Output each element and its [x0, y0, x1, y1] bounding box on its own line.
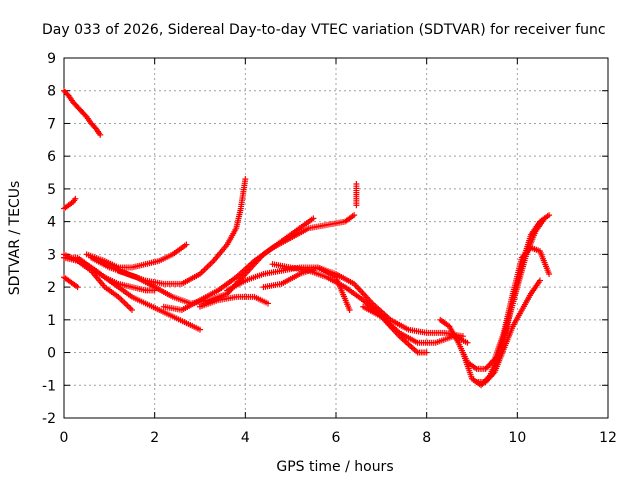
- y-tick-label: 9: [47, 51, 56, 67]
- series-arc3: [61, 274, 81, 291]
- series-arc7: [83, 241, 190, 271]
- data-point: [353, 181, 360, 187]
- x-axis-label: GPS time / hours: [276, 459, 393, 475]
- y-tick-label: 7: [47, 116, 56, 132]
- y-tick-label: 0: [47, 346, 56, 362]
- series-arc8: [88, 176, 249, 287]
- data-point: [346, 307, 353, 313]
- x-tick-label: 6: [332, 430, 341, 446]
- data-point: [310, 215, 317, 222]
- y-tick-label: 1: [47, 313, 56, 329]
- y-tick-label: 2: [47, 280, 56, 296]
- data-point: [129, 307, 135, 313]
- series-arc2: [61, 195, 79, 212]
- y-tick-label: -1: [42, 378, 56, 394]
- data-point: [351, 212, 358, 219]
- series-arc10: [160, 212, 358, 313]
- y-tick-label: -2: [42, 411, 56, 427]
- x-tick-label: 8: [422, 430, 431, 446]
- y-axis-label: SDTVAR / TECUs: [7, 181, 23, 296]
- series-arc1: [61, 87, 104, 138]
- y-tick-label: 4: [47, 215, 56, 231]
- data-point: [546, 271, 553, 277]
- data-point: [72, 195, 79, 202]
- series-arc11: [197, 293, 271, 310]
- data-point: [183, 241, 190, 248]
- data-point: [74, 284, 81, 291]
- data-point: [423, 349, 430, 356]
- grid-lines: [64, 58, 608, 418]
- series-arc20: [491, 215, 548, 369]
- data-point: [242, 176, 249, 183]
- x-tick-label: 4: [241, 430, 250, 446]
- data-point: [97, 131, 104, 138]
- x-tick-label: 12: [599, 430, 617, 446]
- data-point: [197, 326, 203, 333]
- data-point: [265, 300, 271, 307]
- series-arc16: [360, 303, 430, 356]
- series-arc18: [459, 212, 553, 389]
- y-tick-label: 6: [47, 149, 56, 165]
- series-arc12: [353, 181, 360, 209]
- y-tick-label: 3: [47, 247, 56, 263]
- data-point: [546, 212, 553, 219]
- data-point: [464, 339, 471, 346]
- y-tick-label: 8: [47, 84, 56, 100]
- series-arc6: [61, 251, 135, 313]
- chart-title: Day 033 of 2026, Sidereal Day-to-day VTE…: [42, 22, 606, 38]
- x-tick-label: 10: [508, 430, 526, 446]
- x-tick-label: 0: [60, 430, 69, 446]
- data-marks: [61, 87, 553, 389]
- data-point: [537, 277, 543, 284]
- y-tick-label: 5: [47, 182, 56, 198]
- data-point: [541, 215, 548, 222]
- x-tick-label: 2: [150, 430, 159, 446]
- data-point: [459, 333, 466, 340]
